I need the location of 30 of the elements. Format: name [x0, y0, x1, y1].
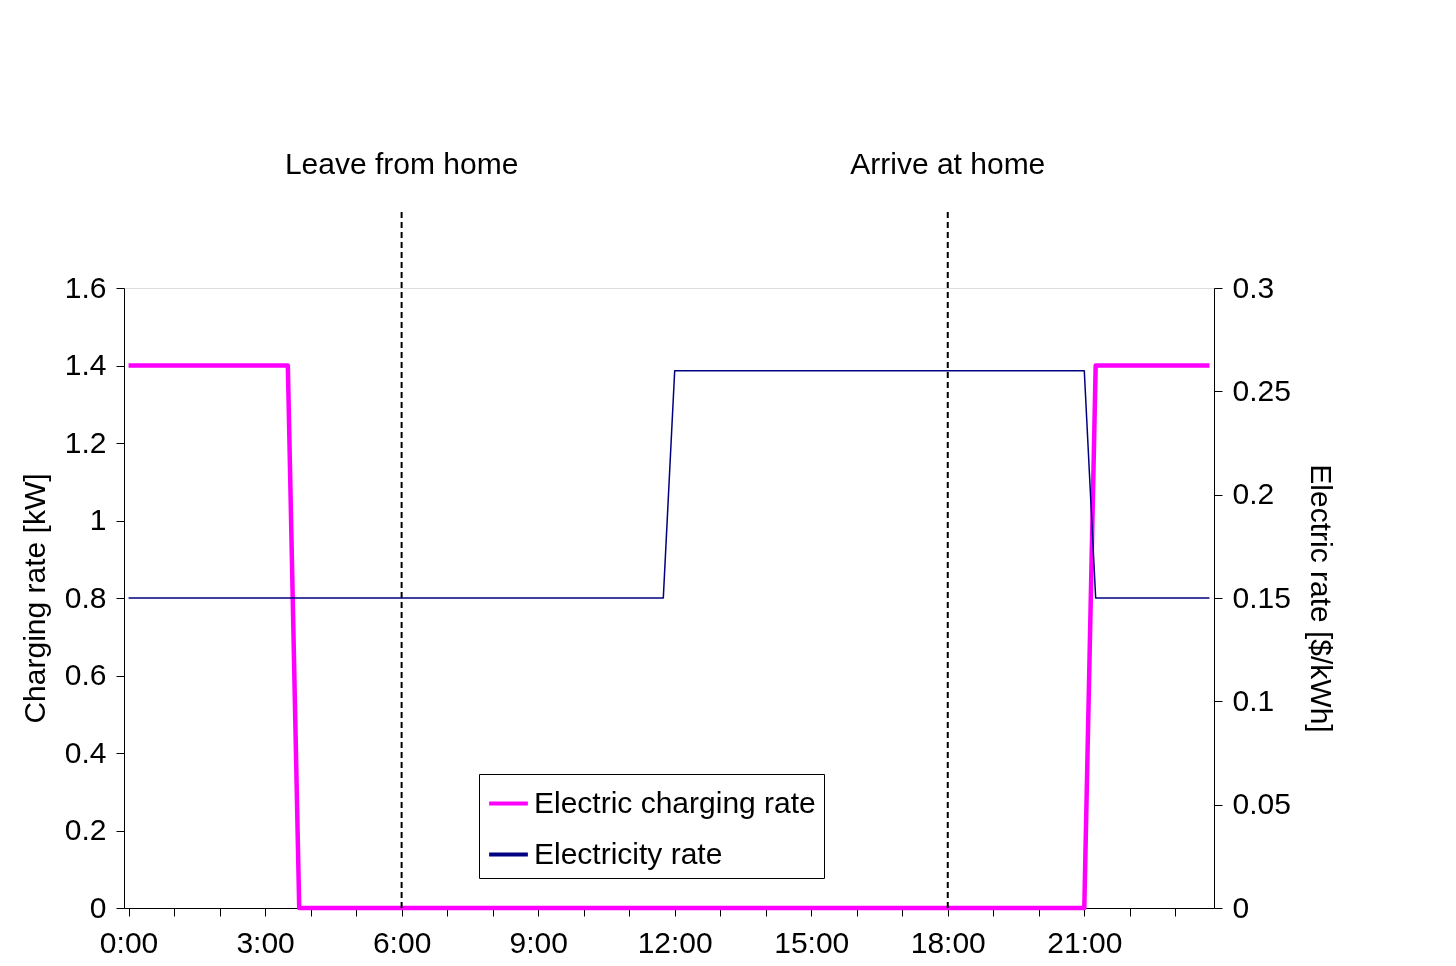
x-tick-label: 12:00 [637, 925, 713, 959]
x-tick-label: 6:00 [372, 925, 432, 959]
x-tick-label: 0:00 [99, 925, 159, 959]
y-tick-label: 1.2 [64, 425, 107, 459]
y2-tick-label: 0.05 [1232, 787, 1291, 821]
y-tick-label: 0.4 [64, 735, 107, 769]
y-tick-label: 1.6 [64, 270, 107, 304]
x-tick-label: 9:00 [509, 925, 568, 959]
y2-axis-title: Electric rate [$/kWh] [1304, 464, 1338, 733]
y-tick-label: 0.6 [64, 658, 107, 691]
y-tick-label: 0 [89, 890, 107, 924]
y2-tick-label: 0 [1232, 890, 1250, 924]
legend-label: Electricity rate [534, 836, 723, 870]
y-tick-label: 1 [89, 503, 107, 536]
y-tick-label: 1.4 [64, 348, 107, 381]
ref-line-label: Leave from home [284, 147, 519, 180]
y2-tick-label: 0.1 [1232, 683, 1275, 717]
x-tick-label: 18:00 [910, 925, 986, 959]
ref-line-label: Arrive at home [850, 147, 1046, 180]
legend-label: Electric charging rate [534, 785, 816, 819]
y-tick-label: 0.8 [64, 580, 107, 614]
y2-tick-label: 0.25 [1232, 373, 1291, 407]
y2-tick-label: 0.2 [1232, 477, 1275, 511]
y-axis-title: Charging rate [kW] [17, 473, 51, 724]
x-tick-label: 21:00 [1047, 925, 1123, 959]
x-tick-label: 15:00 [774, 925, 850, 959]
y2-tick-label: 0.3 [1232, 270, 1275, 304]
y2-tick-label: 0.15 [1232, 580, 1291, 614]
x-tick-label: 3:00 [236, 925, 295, 959]
y-tick-label: 0.2 [64, 813, 107, 846]
